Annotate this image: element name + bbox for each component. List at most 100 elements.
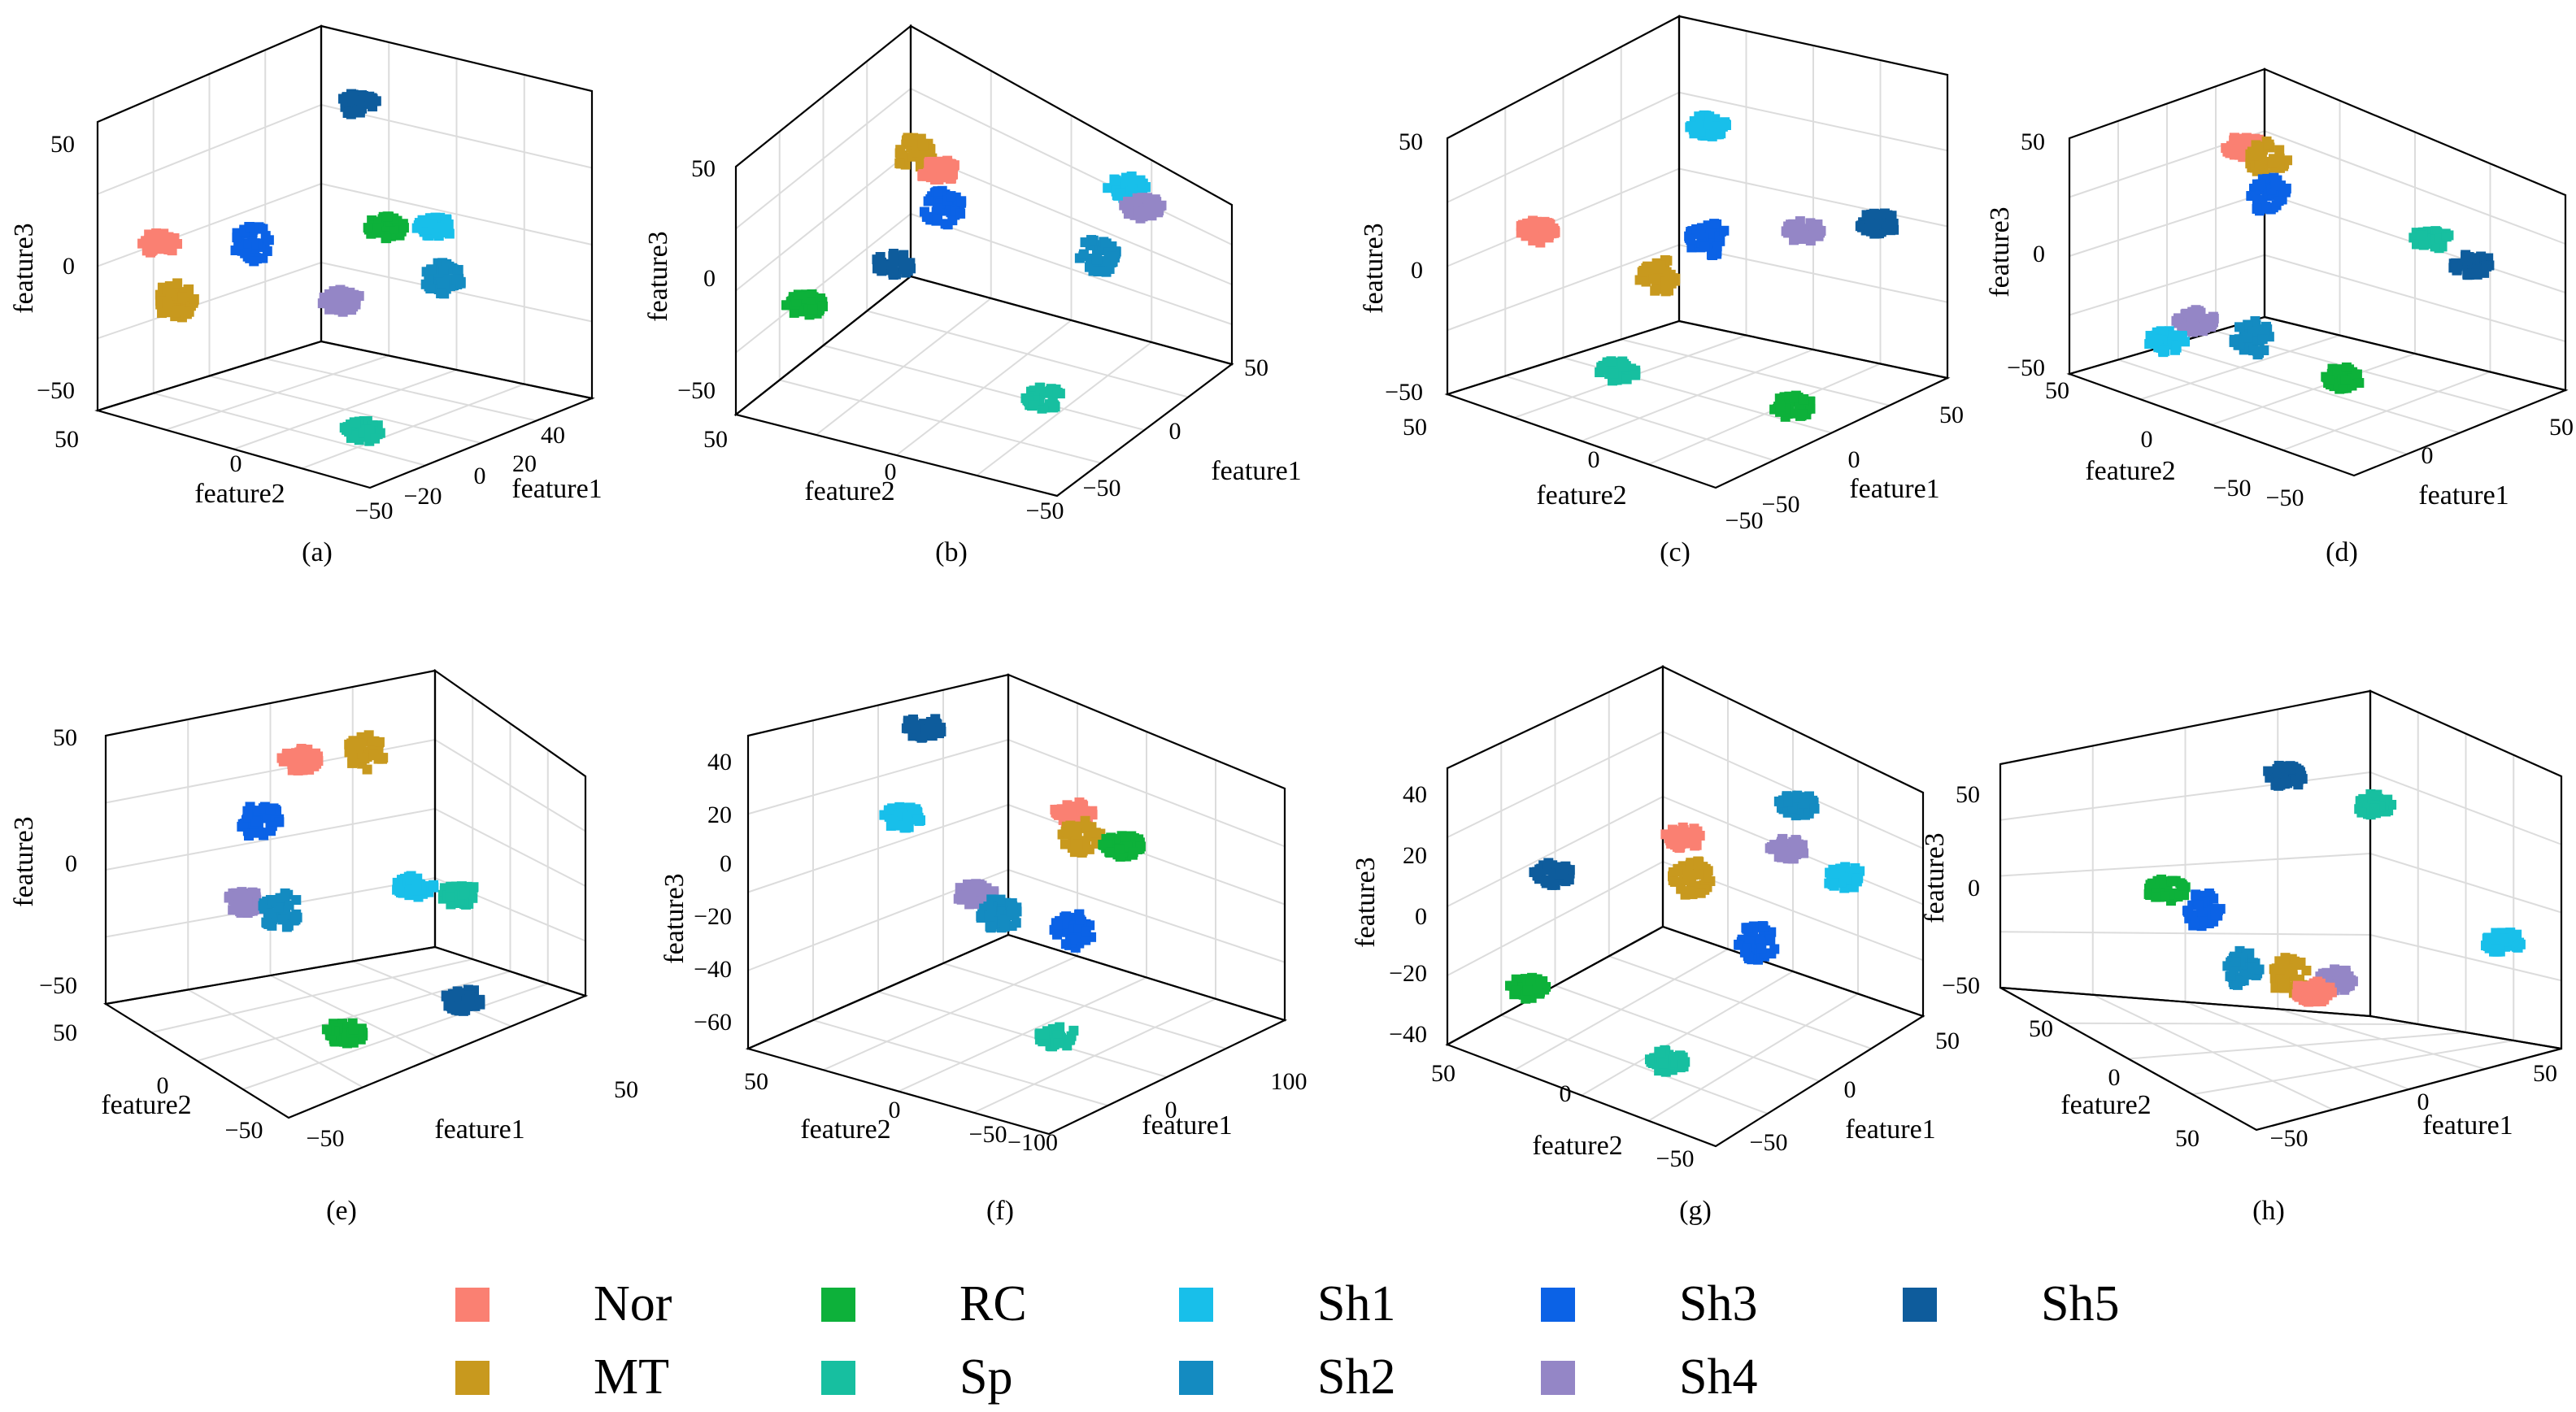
- data-point: [781, 300, 792, 311]
- z-tick-label: −40: [1389, 1021, 1427, 1048]
- cluster-sh3: [2246, 172, 2291, 216]
- data-point: [1664, 274, 1675, 285]
- data-point: [1115, 851, 1125, 862]
- z-tick-label: 20: [1403, 842, 1427, 869]
- y-tick-label: 0: [1560, 1080, 1572, 1107]
- data-point: [1091, 254, 1102, 265]
- data-point: [889, 250, 899, 260]
- data-point: [438, 265, 449, 276]
- data-point: [2274, 145, 2285, 155]
- data-point: [2324, 375, 2334, 385]
- data-point: [1106, 251, 1116, 262]
- grid-line: [898, 976, 1147, 1093]
- x-axis-label: feature1: [2418, 480, 2509, 510]
- legend-label: RC: [959, 1276, 1027, 1332]
- grid-line: [2128, 1032, 2466, 1060]
- data-point: [292, 764, 302, 775]
- z-tick-label: 0: [1411, 257, 1423, 284]
- z-tick-label: 0: [703, 265, 716, 292]
- data-point: [1865, 217, 1875, 228]
- grid-line: [735, 213, 912, 354]
- data-point: [2187, 910, 2198, 920]
- data-point: [224, 891, 234, 902]
- x-tick-label: −50: [1750, 1129, 1788, 1156]
- data-point: [451, 274, 462, 285]
- data-point: [1744, 935, 1755, 945]
- data-point: [999, 921, 1010, 932]
- cluster-nor: [1516, 215, 1560, 248]
- grid-line: [320, 183, 593, 245]
- data-point: [2256, 179, 2266, 189]
- data-point: [2261, 202, 2271, 212]
- cluster-sh5: [901, 714, 946, 743]
- grid-line: [866, 310, 1189, 398]
- data-point: [231, 900, 242, 910]
- grid-line: [2215, 330, 2513, 413]
- cluster-sh1: [392, 871, 439, 902]
- data-point: [1039, 1029, 1050, 1040]
- x-tick-label: 50: [1935, 1028, 1960, 1054]
- data-point: [1829, 868, 1839, 879]
- data-point: [1656, 1047, 1666, 1058]
- y-tick-label: 0: [889, 1097, 901, 1123]
- data-point: [936, 172, 946, 183]
- data-point: [1716, 128, 1726, 139]
- data-point: [263, 235, 274, 245]
- data-point: [2263, 766, 2274, 776]
- data-point: [1103, 183, 1113, 193]
- legend-item-rc: RC: [821, 1275, 1027, 1333]
- data-point: [1758, 921, 1769, 932]
- data-point: [1531, 235, 1542, 245]
- data-point: [1075, 915, 1086, 925]
- cluster-sh4: [953, 879, 999, 910]
- data-point: [969, 898, 980, 909]
- data-point: [349, 430, 359, 441]
- legend-swatch: [455, 1287, 490, 1322]
- data-point: [2190, 917, 2200, 928]
- data-point: [872, 254, 882, 265]
- data-point: [883, 805, 894, 815]
- panel-caption: (c): [1660, 537, 1690, 567]
- data-point: [1105, 847, 1116, 858]
- cluster-sh1: [411, 212, 455, 241]
- y-tick-label: −50: [2213, 475, 2252, 502]
- cluster-sp: [2354, 789, 2397, 820]
- x-tick-label: 0: [1165, 1097, 1177, 1123]
- legend-label: Sp: [959, 1349, 1013, 1405]
- grid-line: [2277, 1008, 2486, 1070]
- data-point: [249, 256, 259, 267]
- grid-line: [910, 213, 1233, 325]
- data-point: [1074, 797, 1085, 808]
- grid-line: [265, 358, 537, 422]
- data-point: [439, 279, 450, 289]
- data-point: [381, 233, 391, 244]
- data-point: [2292, 960, 2303, 971]
- data-point: [321, 1024, 332, 1035]
- data-point: [1699, 241, 1710, 252]
- data-point: [1791, 836, 1802, 846]
- cluster-sh2: [1074, 235, 1121, 277]
- data-point: [279, 893, 289, 903]
- data-point: [1812, 219, 1823, 230]
- data-point: [1778, 833, 1788, 844]
- floor-plane: [94, 340, 595, 489]
- z-axis-label: feature3: [1359, 223, 1389, 313]
- legend-swatch: [1903, 1287, 1937, 1322]
- data-point: [1694, 111, 1704, 122]
- data-point: [932, 203, 942, 214]
- data-point: [377, 754, 388, 764]
- legend-item-sh2: Sh2: [1179, 1349, 1395, 1406]
- data-point: [1541, 875, 1551, 885]
- data-point: [910, 723, 920, 734]
- data-point: [2200, 321, 2210, 332]
- data-point: [793, 289, 803, 300]
- data-point: [286, 750, 297, 761]
- data-point: [438, 226, 449, 237]
- cluster-sh5: [872, 249, 916, 280]
- z-tick-label: 50: [691, 155, 716, 182]
- x-tick-label: 50: [2533, 1060, 2557, 1087]
- data-point: [877, 266, 887, 276]
- y-tick-label: 0: [2108, 1064, 2121, 1091]
- data-point: [2274, 163, 2285, 173]
- cluster-sh1: [1824, 862, 1865, 893]
